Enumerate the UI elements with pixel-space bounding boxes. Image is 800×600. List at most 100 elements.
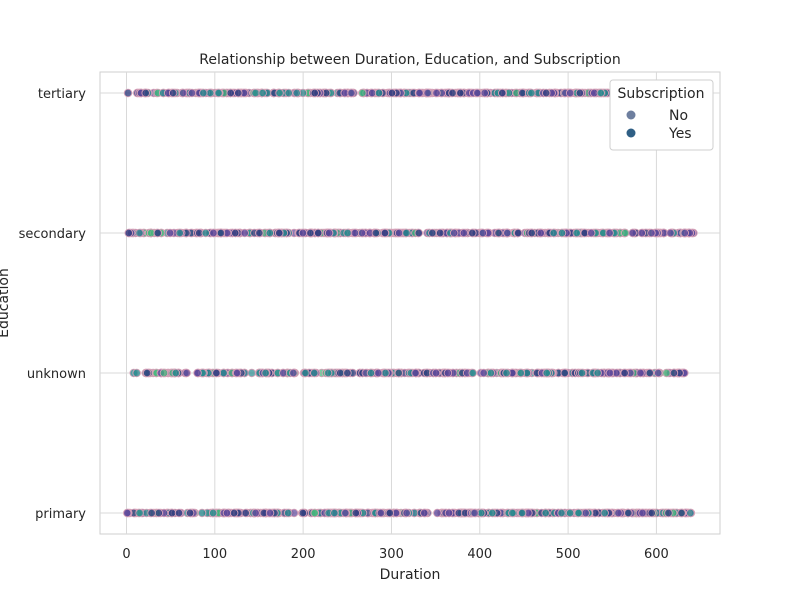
- scatter-point: [385, 508, 395, 518]
- scatter-point: [513, 228, 523, 238]
- scatter-point: [374, 368, 383, 378]
- scatter-point: [193, 368, 202, 378]
- scatter-point: [614, 508, 623, 518]
- scatter-point: [201, 228, 210, 238]
- scatter-point: [624, 508, 633, 518]
- scatter-point: [374, 88, 384, 98]
- scatter-point: [478, 228, 488, 238]
- scatter-point: [448, 88, 457, 98]
- scatter-point: [229, 508, 239, 518]
- scatter-point: [387, 88, 397, 98]
- scatter-point: [433, 508, 442, 518]
- scatter-point: [620, 228, 630, 238]
- scatter-point: [572, 228, 581, 238]
- scatter-point: [498, 88, 507, 98]
- scatter-point: [605, 228, 614, 238]
- scatter-point: [494, 228, 503, 238]
- scatter-point: [486, 368, 496, 378]
- scatter-point: [645, 368, 655, 378]
- scatter-point: [516, 368, 526, 378]
- scatter-point: [153, 228, 163, 238]
- scatter-point: [187, 88, 197, 98]
- scatter-point: [298, 228, 308, 238]
- scatter-point: [517, 508, 527, 518]
- scatter-point: [502, 368, 511, 378]
- scatter-point: [472, 88, 482, 98]
- scatter-point: [470, 508, 479, 518]
- scatter-point: [275, 228, 284, 238]
- scatter-point: [284, 88, 293, 98]
- scatter-point: [142, 368, 152, 378]
- x-tick-label: 300: [379, 547, 404, 562]
- scatter-point: [323, 368, 333, 378]
- scatter-point: [341, 508, 350, 518]
- scatter-point: [577, 368, 587, 378]
- scatter-point: [141, 88, 150, 98]
- scatter-point: [283, 508, 293, 518]
- legend-marker: [626, 128, 636, 138]
- scatter-point: [443, 368, 453, 378]
- scatter-point: [415, 88, 424, 98]
- scatter-point: [343, 228, 352, 238]
- scatter-point: [174, 508, 184, 518]
- scatter-point: [686, 508, 695, 518]
- scatter-point: [565, 88, 575, 98]
- scatter-point: [298, 508, 308, 518]
- scatter-point: [600, 508, 609, 518]
- scatter-point: [135, 508, 144, 518]
- scatter-point: [680, 228, 689, 238]
- chart-title: Relationship between Duration, Education…: [199, 52, 620, 68]
- scatter-point: [209, 228, 218, 238]
- scatter-point: [605, 368, 615, 378]
- scatter-point: [216, 228, 226, 238]
- scatter-point: [669, 368, 679, 378]
- scatter-point: [313, 228, 323, 238]
- scatter-point: [480, 88, 489, 98]
- scatter-point: [468, 368, 478, 378]
- scatter-point: [234, 88, 243, 98]
- scatter-point: [596, 88, 605, 98]
- scatter-point: [508, 508, 517, 518]
- scatter-point: [212, 368, 221, 378]
- scatter-point: [503, 228, 512, 238]
- scatter-point: [647, 228, 656, 238]
- scatter-point: [123, 508, 132, 518]
- scatter-point: [394, 228, 404, 238]
- scatter-point: [226, 88, 235, 98]
- scatter-point: [347, 88, 356, 98]
- scatter-point: [527, 88, 536, 98]
- legend: Subscription No Yes: [609, 79, 714, 151]
- x-tick-label: 600: [644, 547, 669, 562]
- x-tick-label: 200: [291, 547, 316, 562]
- scatter-point: [527, 228, 536, 238]
- scatter-point: [456, 88, 465, 98]
- scatter-point: [182, 368, 191, 378]
- y-tick-label: tertiary: [38, 87, 86, 102]
- scatter-point: [197, 508, 207, 518]
- scatter-point: [357, 228, 367, 238]
- scatter-point: [435, 228, 445, 238]
- scatter-point: [557, 508, 566, 518]
- scatter-point: [376, 508, 386, 518]
- scatter-point: [336, 368, 345, 378]
- scatter-point: [324, 228, 334, 238]
- scatter-point: [423, 88, 432, 98]
- scatter-point: [557, 228, 567, 238]
- legend-marker: [626, 110, 636, 120]
- x-tick-label: 500: [556, 547, 581, 562]
- scatter-point: [261, 368, 270, 378]
- scatter-point: [124, 228, 133, 238]
- scatter-point: [420, 508, 429, 518]
- scatter-point: [159, 368, 169, 378]
- y-tick-label: secondary: [19, 227, 87, 242]
- scatter-point: [468, 228, 477, 238]
- scatter-point: [549, 228, 558, 238]
- scatter-point: [565, 508, 575, 518]
- scatter-point: [444, 508, 454, 518]
- scatter-point: [306, 228, 315, 238]
- scatter-point: [402, 228, 411, 238]
- scatter-point: [251, 88, 260, 98]
- legend-title: Subscription: [618, 86, 705, 102]
- scatter-point: [343, 368, 352, 378]
